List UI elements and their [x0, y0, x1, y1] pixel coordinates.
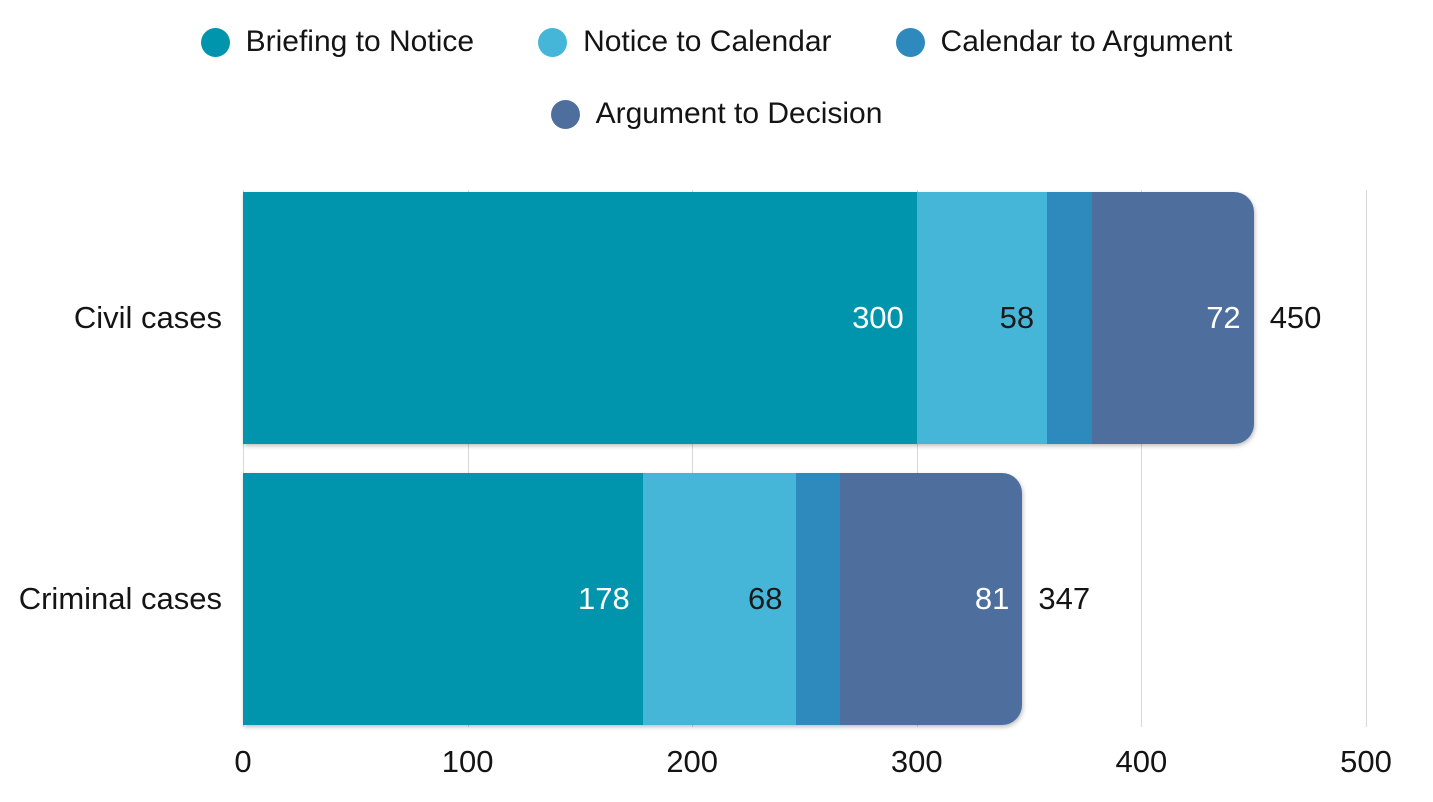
bar-segment-briefing-to-notice: 178	[243, 473, 643, 725]
bar-segment-notice-to-calendar: 68	[642, 473, 796, 725]
legend-label: Argument to Decision	[595, 97, 883, 130]
category-label: Civil cases	[73, 300, 222, 335]
x-axis-tick-label: 500	[1340, 744, 1392, 779]
legend-swatch-icon	[895, 27, 925, 57]
legend-item-argument-to-decision: Argument to Decision	[550, 96, 883, 132]
gridline	[692, 190, 694, 727]
legend-item-notice-to-calendar: Notice to Calendar	[538, 24, 832, 60]
gridline	[467, 190, 469, 727]
bar-total-label: 347	[1038, 581, 1091, 616]
gridline	[1366, 190, 1367, 727]
x-axis-tick-label: 400	[1115, 744, 1168, 779]
legend-label: Calendar to Argument	[940, 25, 1233, 58]
legend-swatch-icon	[550, 99, 580, 129]
segment-value-label: 300	[852, 300, 904, 335]
bar-segment-argument-to-decision: 72	[1091, 192, 1254, 444]
segment-value-label: 81	[974, 581, 1010, 616]
bar-segment-calendar-to-argument	[795, 473, 841, 725]
segment-value-label: 178	[578, 581, 630, 616]
gridline	[916, 190, 918, 727]
bar-segment-briefing-to-notice: 300	[243, 192, 917, 444]
x-axis-tick-label: 100	[441, 744, 494, 779]
gridline	[1141, 190, 1143, 727]
legend-label: Notice to Calendar	[583, 25, 832, 58]
segment-value-label: 58	[999, 300, 1035, 335]
legend-label: Briefing to Notice	[245, 25, 475, 58]
legend-row: Briefing to Notice Notice to Calendar Cale…	[0, 24, 1433, 60]
x-axis-tick-label: 200	[666, 744, 719, 779]
legend-item-calendar-to-argument: Calendar to Argument	[895, 24, 1233, 60]
chart-legend: Briefing to Notice Notice to Calendar Cale…	[0, 24, 1433, 132]
x-axis-tick-label: 300	[890, 744, 943, 779]
bar-segment-notice-to-calendar: 58	[916, 192, 1048, 444]
legend-swatch-icon	[200, 27, 230, 57]
bar-row: 300 58 72	[243, 192, 1254, 444]
legend-row: Argument to Decision	[0, 96, 1433, 132]
segment-value-label: 68	[748, 581, 783, 616]
bar-segment-argument-to-decision: 81	[840, 473, 1023, 725]
x-axis-tick-label: 0	[234, 744, 252, 779]
bar-total-label: 450	[1269, 300, 1322, 335]
segment-value-label: 72	[1206, 300, 1241, 335]
bar-row: 178 68 81	[243, 473, 1023, 725]
legend-swatch-icon	[538, 27, 568, 57]
legend-item-briefing-to-notice: Briefing to Notice	[200, 24, 475, 60]
gridline	[243, 190, 244, 727]
bar-segment-calendar-to-argument	[1047, 192, 1092, 444]
category-label: Criminal cases	[18, 581, 222, 616]
